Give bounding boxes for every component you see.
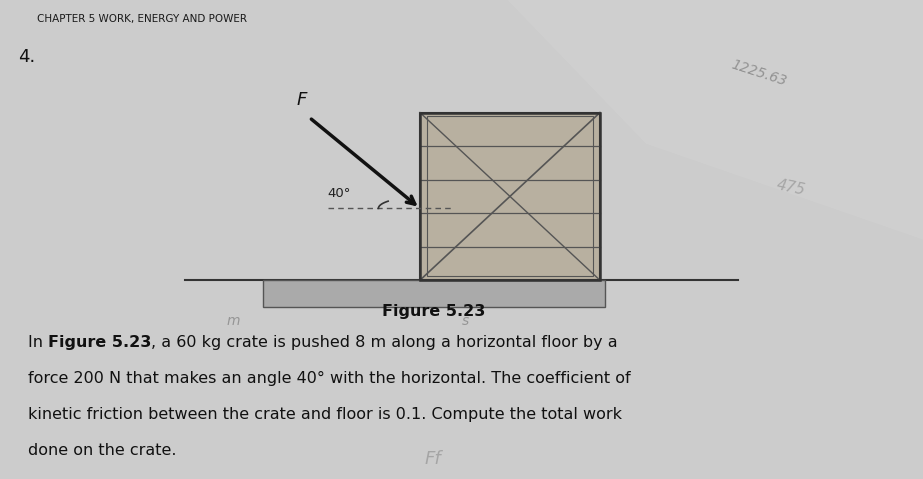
Text: Figure 5.23: Figure 5.23 (48, 335, 151, 350)
Text: kinetic friction between the crate and floor is 0.1. Compute the total work: kinetic friction between the crate and f… (28, 407, 622, 422)
Text: CHAPTER 5 WORK, ENERGY AND POWER: CHAPTER 5 WORK, ENERGY AND POWER (37, 14, 247, 24)
Bar (427, 116, 593, 276)
Text: , a 60 kg crate is pushed 8 m along a horizontal floor by a: , a 60 kg crate is pushed 8 m along a ho… (151, 335, 617, 350)
Text: force 200 N that makes an angle 40° with the horizontal. The coefficient of: force 200 N that makes an angle 40° with… (28, 371, 630, 386)
Text: 4.: 4. (18, 48, 36, 66)
Bar (420, 113, 600, 280)
Text: s: s (462, 314, 469, 328)
Polygon shape (508, 0, 923, 240)
Text: 475: 475 (775, 177, 807, 198)
Text: 1225.63: 1225.63 (729, 57, 788, 89)
Text: Ff: Ff (425, 450, 441, 468)
Bar (420, 113, 600, 280)
Text: In: In (28, 335, 48, 350)
Text: done on the crate.: done on the crate. (28, 443, 176, 458)
Bar (263, 280, 605, 307)
Text: F: F (296, 91, 307, 109)
Text: 40°: 40° (328, 187, 351, 201)
Text: m: m (226, 314, 240, 328)
Text: Figure 5.23: Figure 5.23 (382, 304, 485, 319)
